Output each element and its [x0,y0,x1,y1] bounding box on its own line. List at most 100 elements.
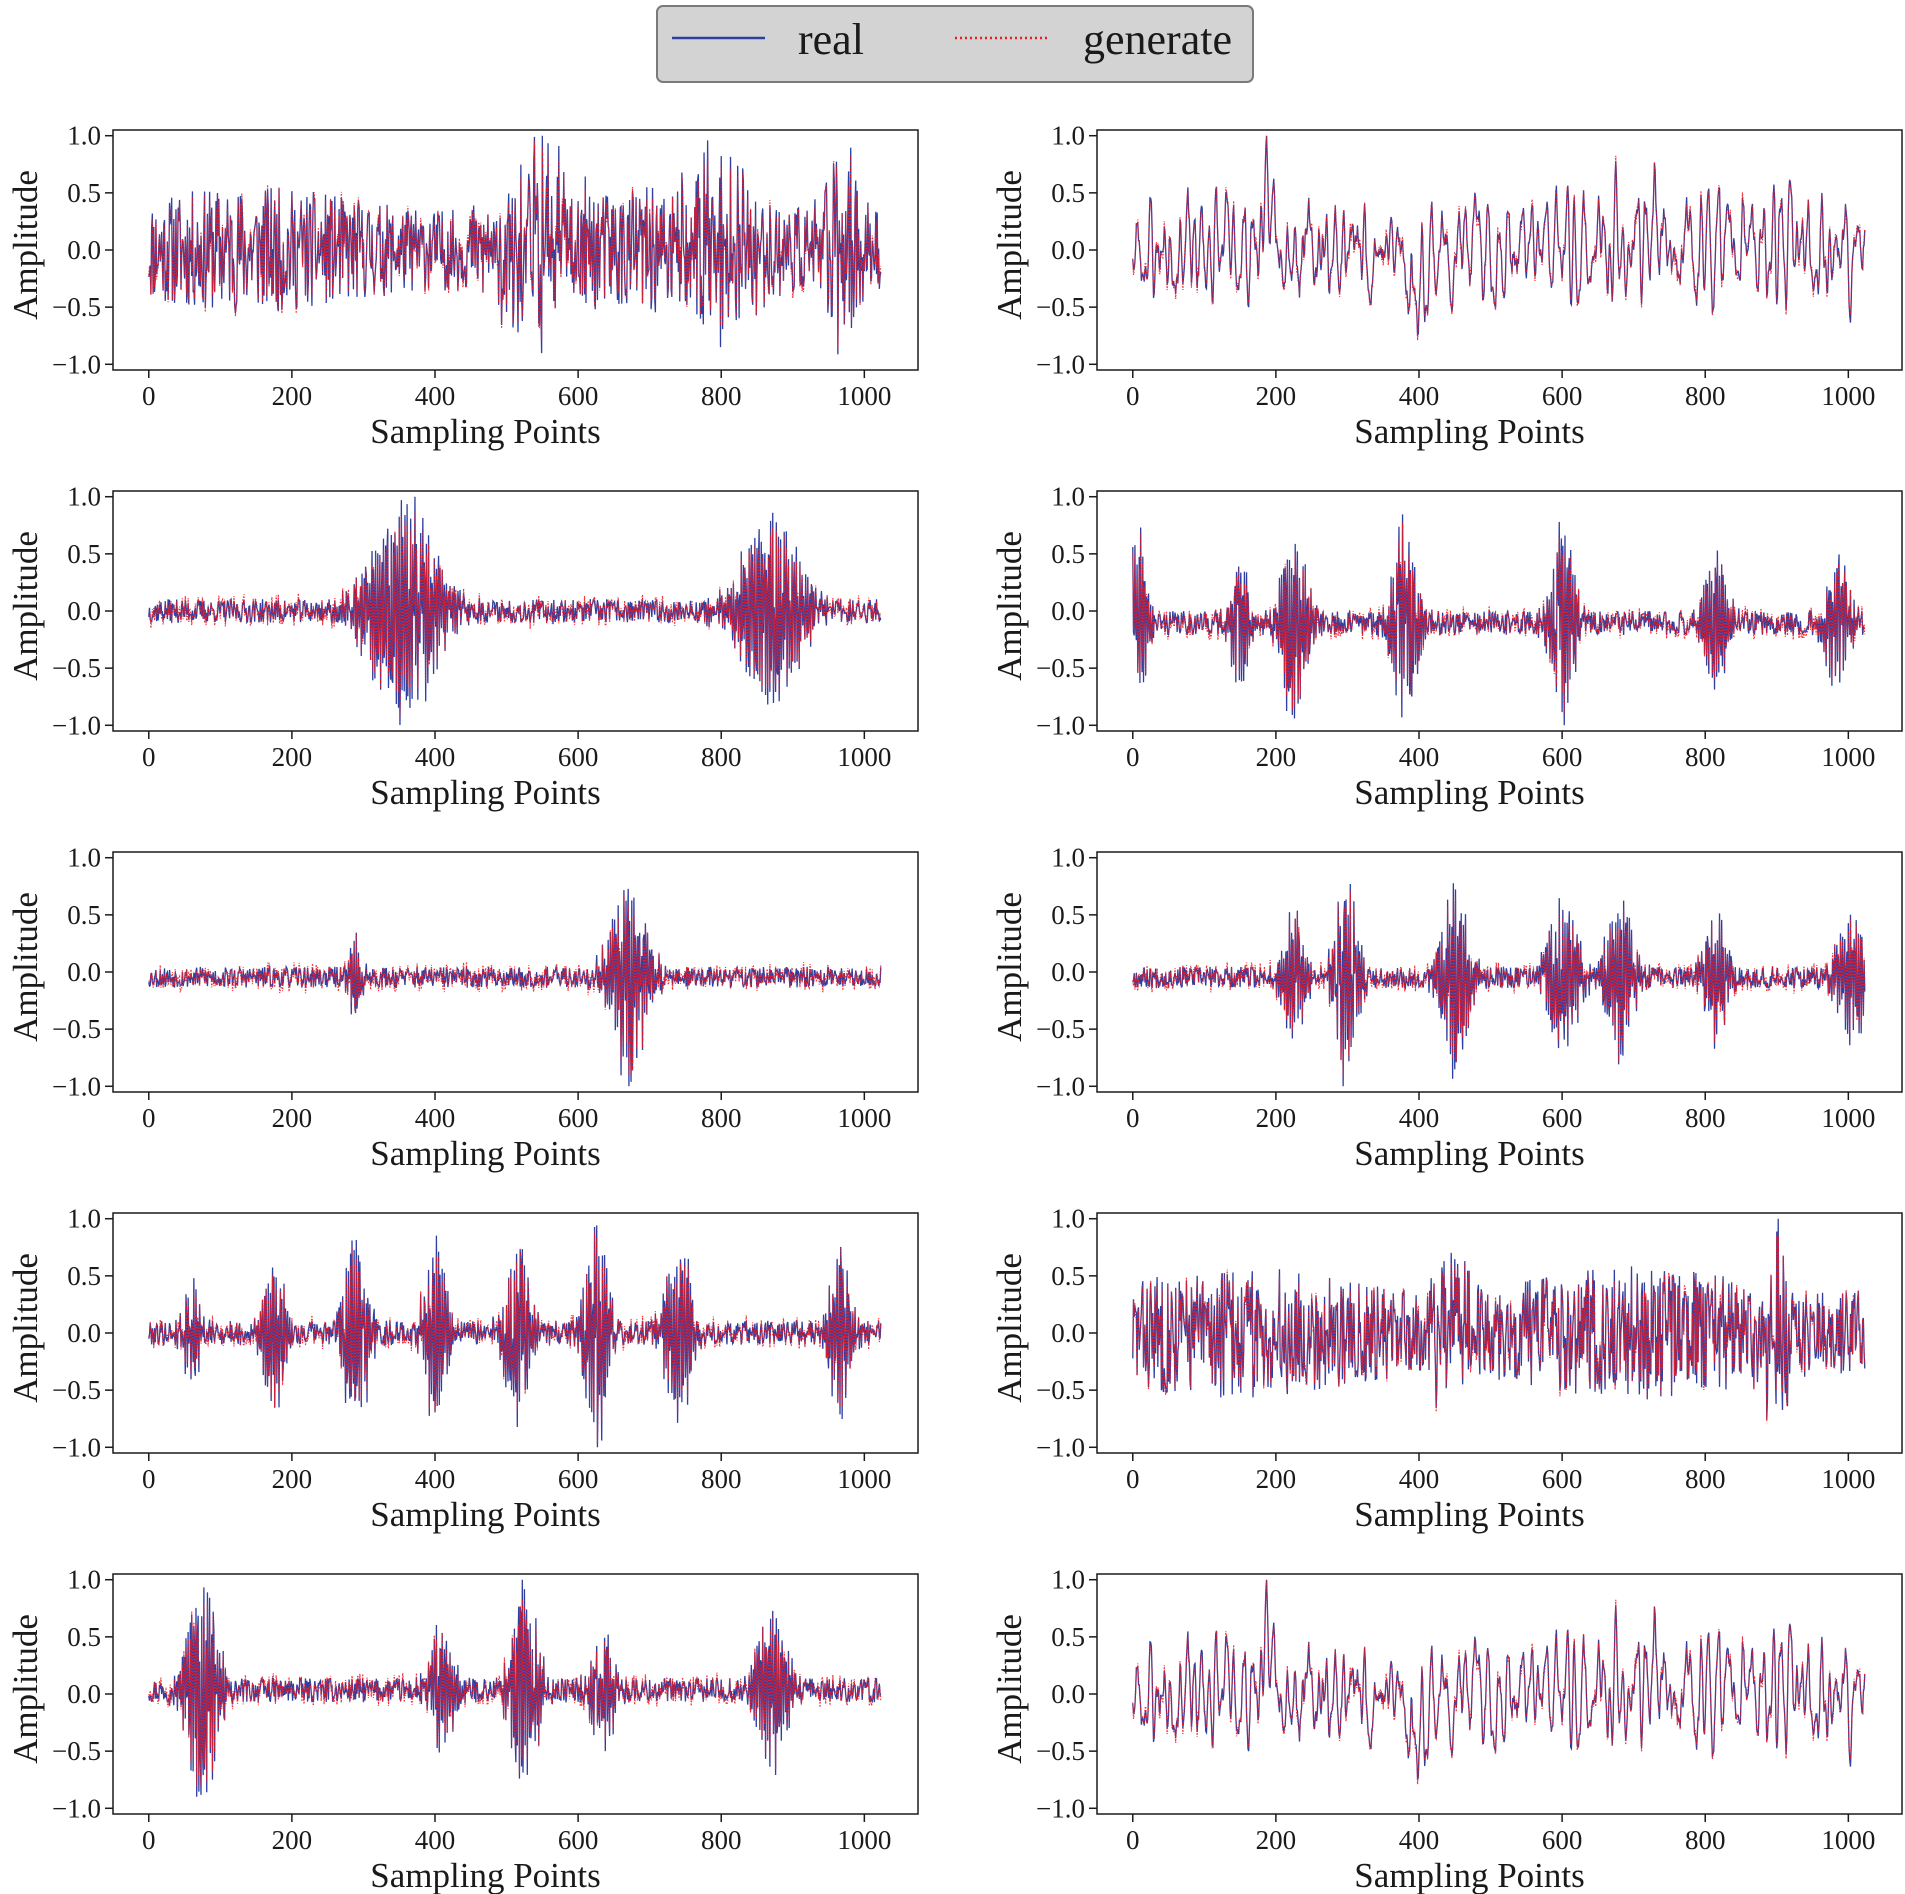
x-tick-label: 600 [558,742,599,772]
x-tick-label: 200 [1256,381,1297,411]
x-tick-label: 0 [142,1103,156,1133]
x-tick-label: 600 [1542,1464,1583,1494]
x-tick-label: 600 [1542,742,1583,772]
series-generate-line [1132,135,1866,341]
x-axis-label: Sampling Points [370,773,600,812]
y-tick-label: −1.0 [1036,1432,1085,1462]
x-tick-label: 600 [558,1464,599,1494]
x-tick-label: 1000 [1821,742,1875,772]
y-tick-label: 0.5 [67,539,101,569]
x-tick-label: 400 [415,1103,456,1133]
x-axis-label: Sampling Points [370,412,600,451]
x-axis-label: Sampling Points [1354,412,1584,451]
series-real-line [1132,883,1866,1087]
series-generate-line [148,1600,882,1786]
y-tick-label: −1.0 [52,1071,101,1101]
y-tick-label: −0.5 [1036,1014,1085,1044]
x-tick-label: 200 [272,742,313,772]
y-tick-label: −1.0 [52,1793,101,1823]
y-tick-label: 0.0 [67,957,101,987]
panels: 0 200 400 600 800 1000 −1.0 −0.5 0.0 0.5 1.0 Sampli… [6,121,1903,1894]
x-tick-label: 400 [1399,381,1440,411]
x-tick-label: 400 [415,381,456,411]
panel-row4-right: 0 200 400 600 800 1000 −1.0 −0.5 0.0 0.5 1.0 Sampli… [990,1204,1903,1534]
y-tick-label: 0.0 [67,235,101,265]
x-tick-label: 600 [558,381,599,411]
panel-row1-left: 0 200 400 600 800 1000 −1.0 −0.5 0.0 0.5 1.0 Sampli… [6,121,919,451]
y-axis-label: Amplitude [6,170,45,320]
x-tick-label: 600 [558,1103,599,1133]
x-tick-label: 400 [415,1464,456,1494]
x-axis-label: Sampling Points [1354,773,1584,812]
panel-row4-left: 0 200 400 600 800 1000 −1.0 −0.5 0.0 0.5 1.0 Sampli… [6,1204,919,1534]
y-axis-label: Amplitude [990,531,1029,681]
legend-generate-label: generate [1083,15,1232,64]
y-tick-label: 1.0 [1051,1565,1085,1595]
series-real-line [1132,1218,1866,1420]
series-generate-line [148,1230,882,1443]
x-tick-label: 400 [1399,1464,1440,1494]
y-tick-label: 1.0 [67,1204,101,1234]
y-tick-label: 1.0 [67,1565,101,1595]
x-tick-label: 1000 [837,742,891,772]
y-tick-label: 0.0 [1051,235,1085,265]
y-axis-label: Amplitude [6,892,45,1042]
y-tick-label: 0.5 [67,178,101,208]
y-tick-label: 1.0 [1051,1204,1085,1234]
y-tick-label: 0.0 [1051,596,1085,626]
x-tick-label: 400 [415,742,456,772]
series-generate-line [148,512,882,716]
x-tick-label: 200 [1256,742,1297,772]
x-axis-label: Sampling Points [370,1134,600,1173]
x-tick-label: 1000 [837,381,891,411]
y-axis-label: Amplitude [6,1253,45,1403]
x-tick-label: 1000 [1821,1825,1875,1855]
series-generate-line [148,141,882,348]
y-tick-label: 0.0 [1051,957,1085,987]
x-tick-label: 1000 [1821,1103,1875,1133]
series-generate-line [1132,1579,1866,1785]
y-axis-label: Amplitude [990,170,1029,320]
y-tick-label: 1.0 [1051,482,1085,512]
x-tick-label: 400 [415,1825,456,1855]
x-tick-label: 1000 [837,1825,891,1855]
y-tick-label: −0.5 [1036,292,1085,322]
y-axis-label: Amplitude [990,892,1029,1042]
x-axis-label: Sampling Points [1354,1856,1584,1894]
y-tick-label: 0.5 [1051,1622,1085,1652]
y-tick-label: 0.5 [67,1261,101,1291]
x-tick-label: 200 [1256,1103,1297,1133]
y-tick-label: 0.5 [1051,900,1085,930]
x-tick-label: 200 [1256,1825,1297,1855]
series-generate-line [1132,891,1866,1074]
y-axis-label: Amplitude [990,1253,1029,1403]
y-tick-label: −1.0 [1036,710,1085,740]
x-axis-label: Sampling Points [1354,1495,1584,1534]
x-axis-label: Sampling Points [1354,1134,1584,1173]
y-tick-label: −0.5 [52,653,101,683]
x-tick-label: 1000 [1821,381,1875,411]
series-generate-line [1132,522,1866,714]
y-tick-label: 0.0 [1051,1679,1085,1709]
x-tick-label: 0 [142,381,156,411]
y-tick-label: 0.5 [1051,539,1085,569]
y-tick-label: −1.0 [1036,1071,1085,1101]
x-tick-label: 800 [701,1103,742,1133]
y-tick-label: 0.5 [1051,1261,1085,1291]
x-tick-label: 800 [701,1825,742,1855]
y-tick-label: −1.0 [52,710,101,740]
x-tick-label: 0 [142,1825,156,1855]
panel-row3-right: 0 200 400 600 800 1000 −1.0 −0.5 0.0 0.5 1.0 Sampli… [990,843,1903,1173]
y-tick-label: −0.5 [52,1014,101,1044]
panel-row2-right: 0 200 400 600 800 1000 −1.0 −0.5 0.0 0.5 1.0 Sampli… [990,482,1903,812]
panel-row2-left: 0 200 400 600 800 1000 −1.0 −0.5 0.0 0.5 1.0 Sampli… [6,482,919,812]
panel-row3-left: 0 200 400 600 800 1000 −1.0 −0.5 0.0 0.5 1.0 Sampli… [6,843,919,1173]
plot-frame [112,129,919,371]
x-tick-label: 800 [701,381,742,411]
y-tick-label: −0.5 [1036,1375,1085,1405]
y-tick-label: −0.5 [52,1736,101,1766]
y-tick-label: −1.0 [52,1432,101,1462]
x-tick-label: 600 [1542,1103,1583,1133]
y-tick-label: −1.0 [52,349,101,379]
x-tick-label: 800 [701,742,742,772]
